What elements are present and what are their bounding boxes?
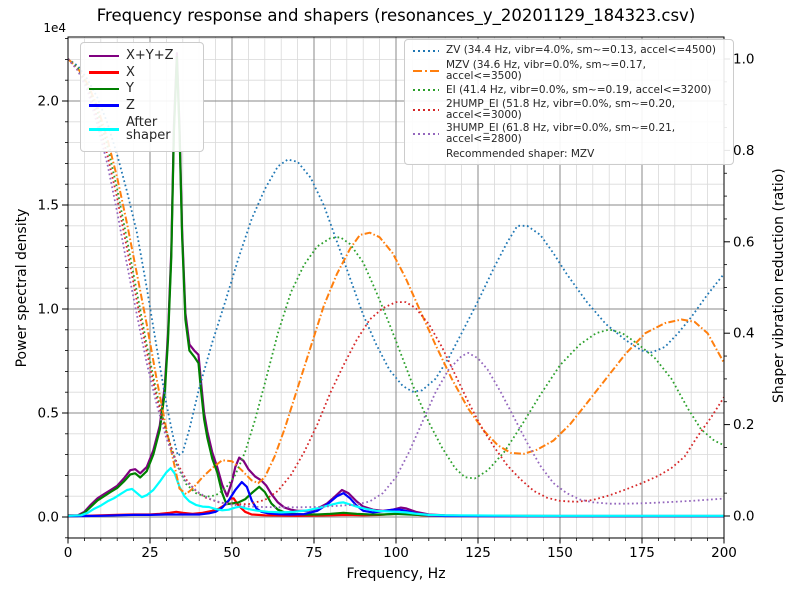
legend-recommended-shaper: Recommended shaper: MZV <box>446 148 595 161</box>
curve-ei <box>68 58 724 498</box>
x-tick-label-100: 100 <box>383 545 409 561</box>
legend-shapers: ZV (34.4 Hz, vibr=4.0%, sm~=0.13, accel<… <box>404 39 734 166</box>
curve-after-shaper <box>68 467 724 517</box>
legend-shaper-item-mzv: MZV (34.6 Hz, vibr=0.0%, sm~=0.17, accel… <box>413 58 725 82</box>
chart-title: Frequency response and shapers (resonanc… <box>96 6 696 25</box>
legend-psd-item-x: X <box>89 64 195 80</box>
x-tick-label-50: 50 <box>223 545 240 561</box>
legend-line-sample <box>89 54 119 58</box>
legend-line-sample <box>413 108 439 111</box>
y-axis-label-left: Power spectral density <box>14 208 30 368</box>
legend-line-sample <box>89 127 119 131</box>
y-right-tick-label-0.6: 0.6 <box>733 234 754 250</box>
y-right-tick-label-0.2: 0.2 <box>733 417 754 433</box>
curve-mzv <box>68 58 724 496</box>
y-right-tick-label-0.8: 0.8 <box>733 143 754 159</box>
legend-label: ZV (34.4 Hz, vibr=4.0%, sm~=0.13, accel<… <box>446 44 716 57</box>
legend-label: After shaper <box>126 114 171 144</box>
legend-label: 3HUMP_EI (61.8 Hz, vibr=0.0%, sm~=0.21, … <box>446 122 676 146</box>
legend-label: EI (41.4 Hz, vibr=0.0%, sm~=0.19, accel<… <box>446 83 712 96</box>
legend-shaper-item-zv: ZV (34.4 Hz, vibr=4.0%, sm~=0.13, accel<… <box>413 45 725 57</box>
legend-psd-item-after-shaper: After shaper <box>89 114 195 144</box>
legend-label: X <box>126 64 135 80</box>
legend-line-sample <box>89 87 119 91</box>
legend-label: Y <box>126 81 134 97</box>
y-left-tick-label-1.5: 1.5 <box>38 198 59 214</box>
legend-line-sample <box>413 89 439 92</box>
legend-label: Z <box>126 97 135 113</box>
y-axis-label-right: Shaper vibration reduction (ratio) <box>771 168 787 403</box>
y-right-tick-label-0.4: 0.4 <box>733 326 754 342</box>
x-tick-label-25: 25 <box>141 545 158 561</box>
curve-y <box>68 56 724 518</box>
legend-psd-item-x-y-z: X+Y+Z <box>89 49 195 63</box>
curve-z <box>68 481 724 518</box>
legend-line-sample <box>413 50 439 52</box>
x-tick-label-0: 0 <box>64 545 73 561</box>
y-left-tick-label-0.5: 0.5 <box>38 406 59 422</box>
legend-line-sample <box>413 133 439 136</box>
curves <box>68 52 724 518</box>
y-axis-offset-text: 1e4 <box>43 21 66 35</box>
legend-shaper-item-ei: EI (41.4 Hz, vibr=0.0%, sm~=0.19, accel<… <box>413 84 725 96</box>
x-tick-label-125: 125 <box>465 545 491 561</box>
legend-label: MZV (34.6 Hz, vibr=0.0%, sm~=0.17, accel… <box>446 58 646 82</box>
legend-line-sample <box>413 69 439 72</box>
y-left-tick-label-2.0: 2.0 <box>38 94 59 110</box>
curve-zv <box>68 58 724 457</box>
y-left-tick-label-1.0: 1.0 <box>38 302 59 318</box>
legend-line-sample <box>89 104 119 108</box>
curve-3hump-ei <box>68 58 724 509</box>
x-tick-label-150: 150 <box>547 545 573 561</box>
legend-psd-item-z: Z <box>89 99 195 113</box>
legend-line-sample <box>89 71 119 74</box>
legend-shaper-item-3hump_ei: 3HUMP_EI (61.8 Hz, vibr=0.0%, sm~=0.21, … <box>413 123 725 145</box>
legend-label: 2HUMP_EI (51.8 Hz, vibr=0.0%, sm~=0.20, … <box>446 97 676 121</box>
legend-psd-item-y: Y <box>89 82 195 96</box>
x-tick-label-75: 75 <box>305 545 322 561</box>
curve-2hump-ei <box>68 58 724 505</box>
y-right-tick-label-1.0: 1.0 <box>733 52 754 68</box>
legend-psd: X+Y+Z X Y Z After shaper <box>80 42 204 152</box>
y-left-tick-label-0.0: 0.0 <box>38 510 59 526</box>
y-right-tick-label-0.0: 0.0 <box>733 509 754 525</box>
x-tick-label-200: 200 <box>711 545 737 561</box>
x-axis-label: Frequency, Hz <box>346 566 446 582</box>
legend-label: X+Y+Z <box>126 48 174 63</box>
legend-shaper-item-2hump_ei: 2HUMP_EI (51.8 Hz, vibr=0.0%, sm~=0.20, … <box>413 97 725 121</box>
x-tick-label-175: 175 <box>629 545 655 561</box>
axes: 0 25 50 75 100 125 150 175 200 0.0 0.5 1.0 1.5 2.0 0.0… <box>38 36 754 561</box>
